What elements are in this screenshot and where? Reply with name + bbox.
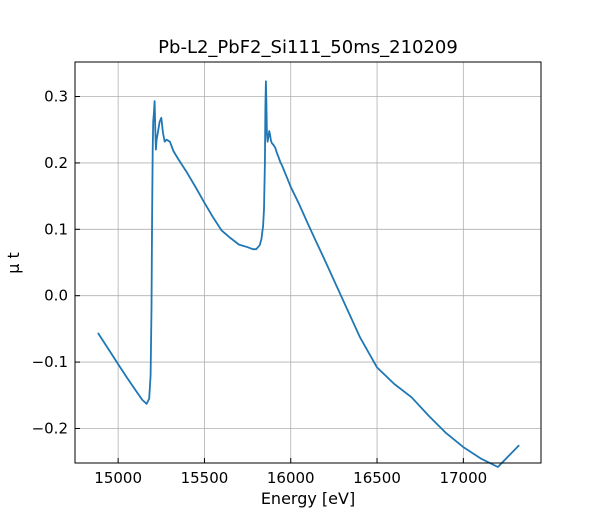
y-tick-label: 0.3 bbox=[44, 88, 68, 106]
y-tick-label: −0.2 bbox=[32, 419, 68, 437]
y-tick-label: 0.2 bbox=[44, 154, 68, 172]
series-group bbox=[97, 80, 520, 468]
y-axis-label: μ t bbox=[4, 252, 23, 274]
chart-title: Pb-L2_PbF2_Si111_50ms_210209 bbox=[158, 37, 458, 58]
x-tick-label: 15500 bbox=[181, 469, 229, 487]
plot-frame bbox=[74, 61, 542, 464]
x-tick-label: 16500 bbox=[353, 469, 401, 487]
y-axis: −0.2 −0.1 0.0 0.1 0.2 0.3 bbox=[32, 88, 80, 437]
x-axis: 15000 15500 16000 16500 17000 bbox=[94, 458, 487, 487]
x-axis-label: Energy [eV] bbox=[261, 489, 355, 508]
x-tick-label: 16000 bbox=[267, 469, 315, 487]
series-line bbox=[97, 80, 520, 468]
y-tick-label: 0.0 bbox=[44, 287, 68, 305]
x-tick-label: 15000 bbox=[94, 469, 142, 487]
grid-lines bbox=[75, 62, 541, 463]
y-tick-label: −0.1 bbox=[32, 353, 68, 371]
x-tick-label: 17000 bbox=[439, 469, 487, 487]
y-tick-label: 0.1 bbox=[44, 220, 68, 238]
